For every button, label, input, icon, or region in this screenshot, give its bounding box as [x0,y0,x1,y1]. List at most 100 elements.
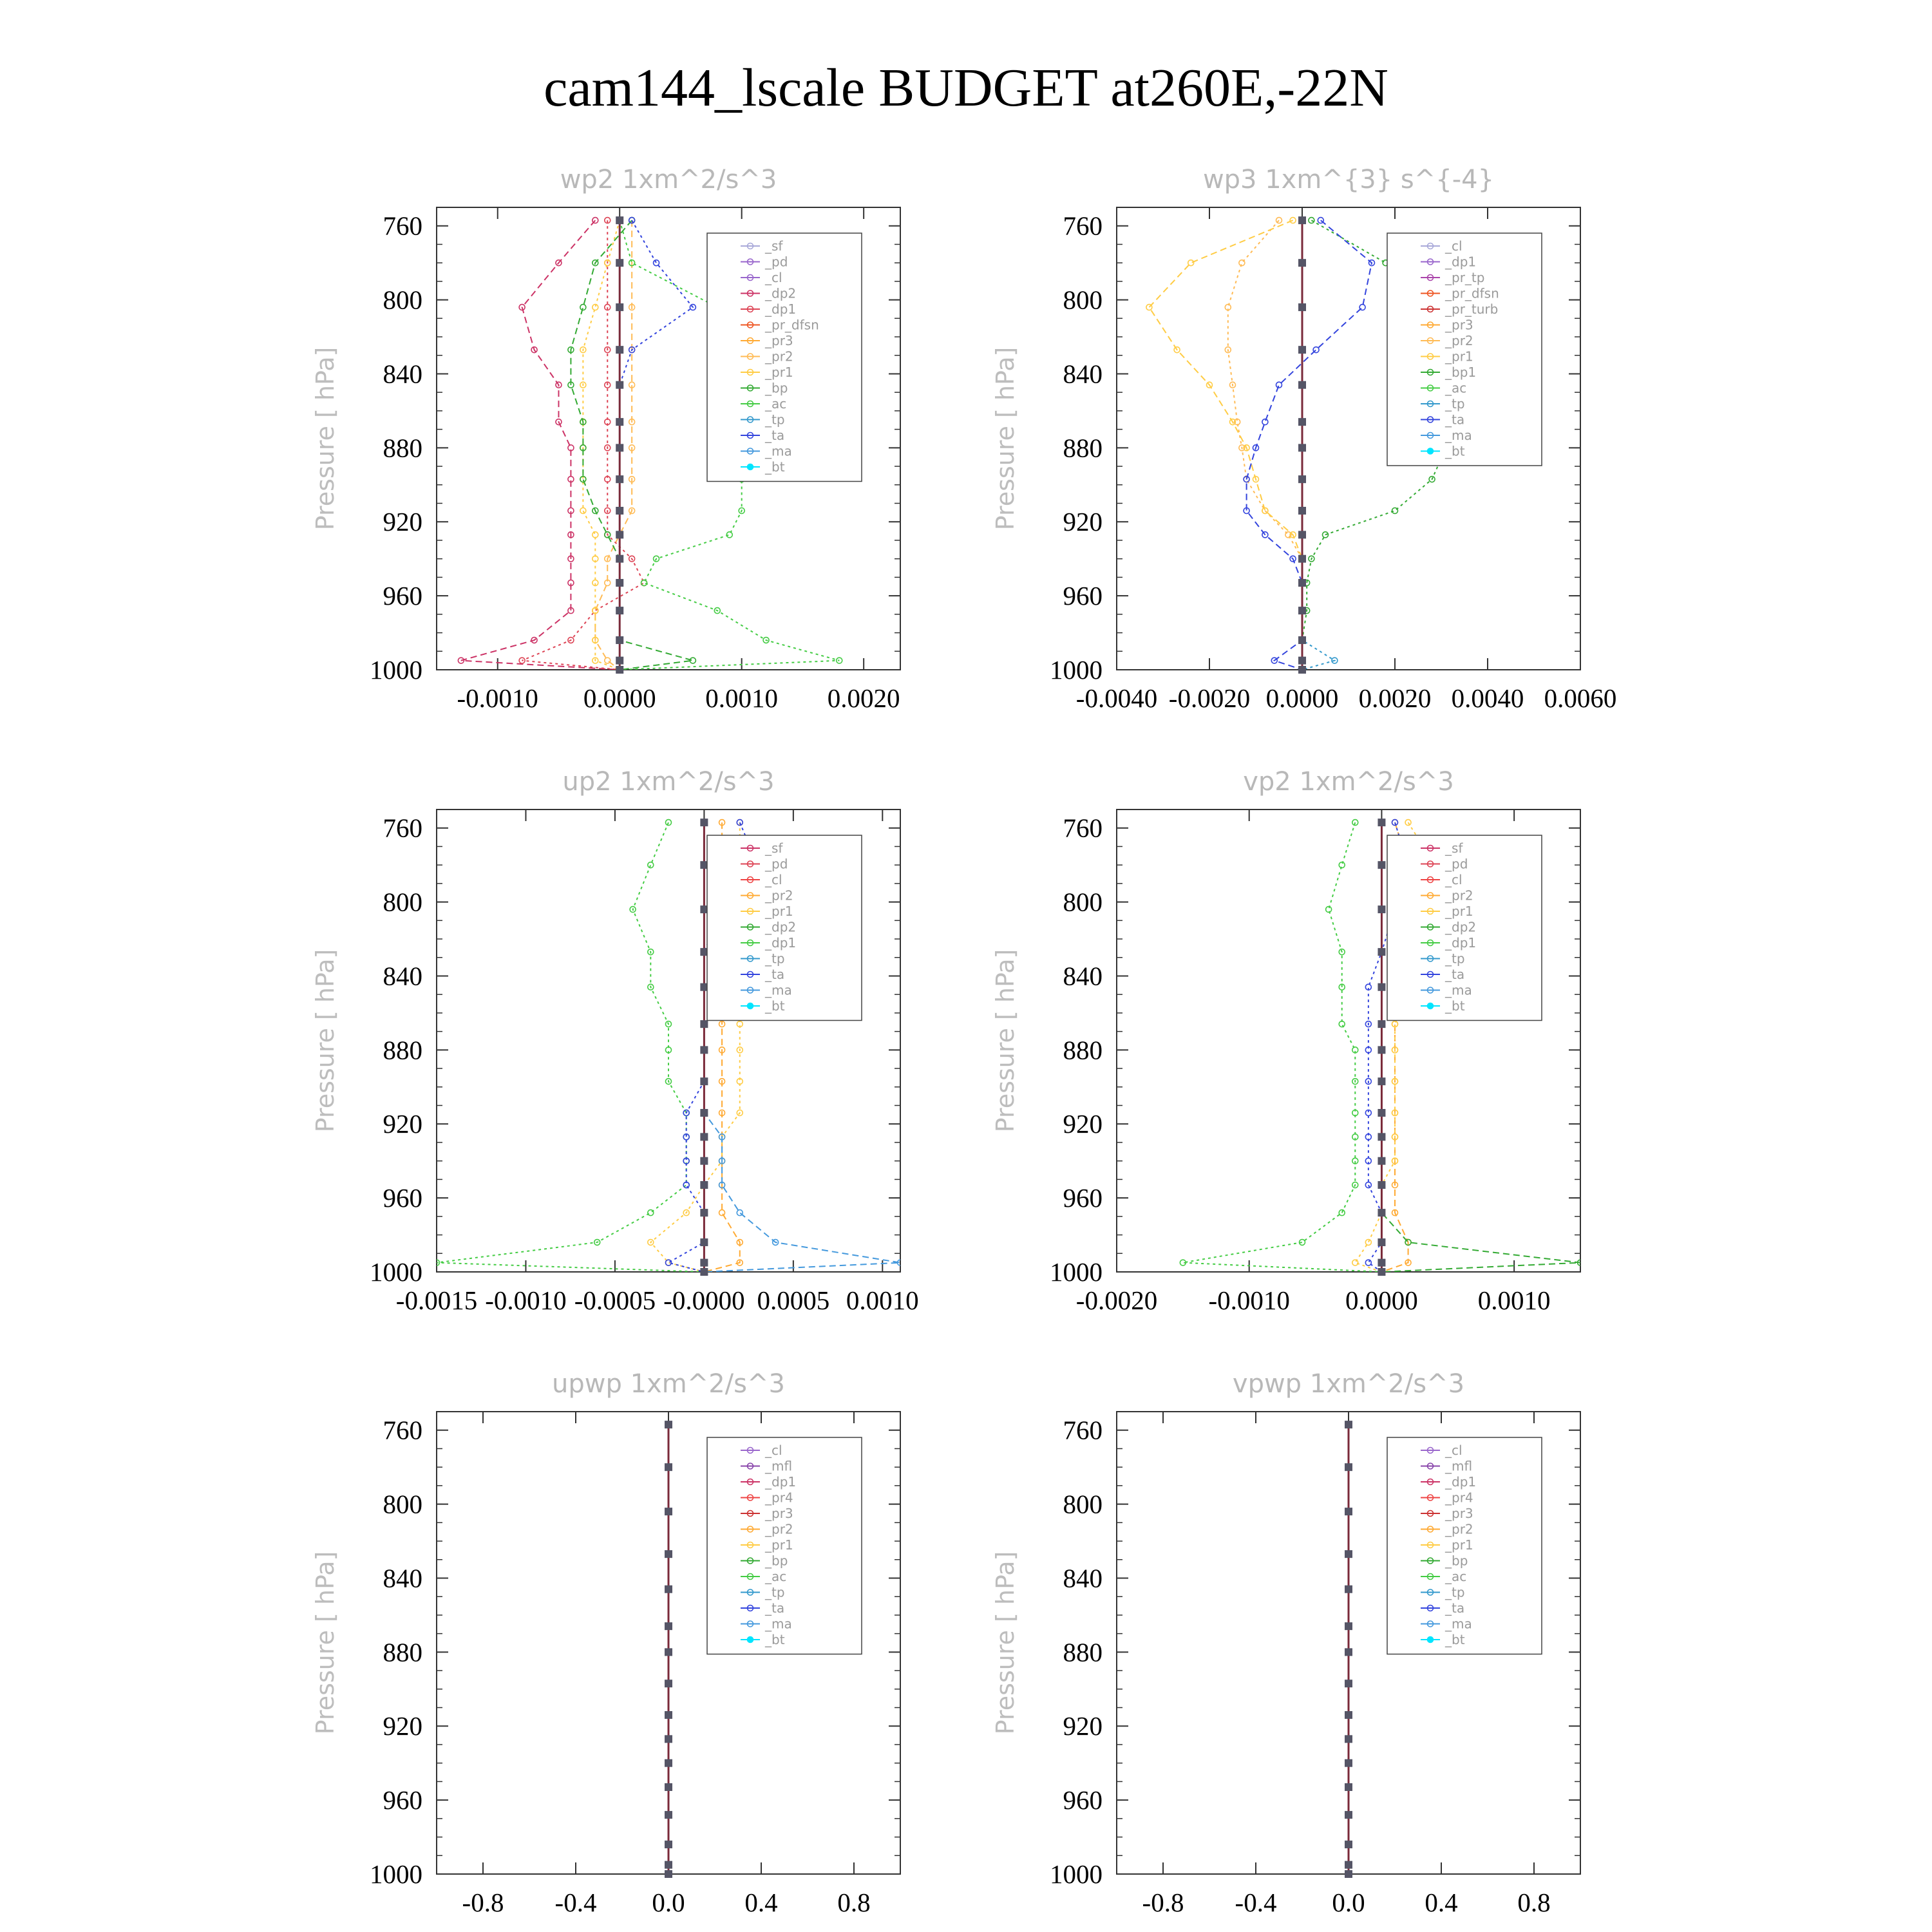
legend-label: _ta [1444,412,1464,428]
legend-marker [1426,844,1434,852]
zero-marker [1378,1238,1386,1247]
y-tick-label: 840 [1063,1563,1103,1593]
legend-box [706,835,862,1021]
legend-marker [746,368,754,376]
y-tick-label: 960 [383,1785,423,1815]
legend-marker [1426,258,1434,265]
data-point [1224,303,1232,311]
legend-label: _cl [1444,872,1463,887]
data-point [1321,531,1329,538]
y-tick-label: 960 [1063,1785,1103,1815]
data-point [1238,444,1245,451]
x-tick-label: 0.4 [744,1888,777,1917]
data-point [1271,657,1278,664]
x-tick-label: -0.0000 [663,1285,744,1315]
data-point [580,346,587,354]
y-tick-label: 1000 [1050,655,1103,685]
legend-label: _ta [1444,967,1464,982]
series-line-dp2 [460,220,620,670]
data-point [1338,1209,1346,1217]
data-point [1285,531,1292,538]
legend-label: _dp2 [764,920,796,935]
zero-marker [1298,381,1306,389]
legend-label: _pd [764,857,788,872]
legend-label: _pr1 [764,1537,793,1553]
y-tick-label: 840 [383,359,423,388]
data-point [652,259,660,267]
x-tick-label: 0.0005 [757,1285,829,1315]
zero-marker [1378,1209,1386,1217]
x-tick-label: 0.8 [837,1888,870,1917]
x-tick-label: 0.4 [1425,1888,1457,1917]
data-point [1262,507,1269,515]
data-point [665,819,672,826]
legend-label: _tp [1444,396,1465,412]
legend-label: _bt [764,998,785,1014]
data-point [1243,475,1250,483]
legend-marker [1426,274,1434,281]
panel-3: up2 1xm^2/s^3 Pressure [ hPa] 760 800 840 880… [311,767,919,1315]
data-point [1391,1109,1399,1117]
zero-marker [1378,1268,1386,1276]
legend-box [1387,835,1542,1021]
data-point [1391,1181,1399,1189]
y-tick-label: 760 [383,813,423,843]
data-point [1262,531,1269,538]
y-tick-label: 840 [383,1563,423,1593]
data-point [1289,216,1296,224]
data-point [603,381,611,389]
series-line-dp1 [522,220,645,670]
data-point [1289,531,1296,538]
x-tick-label: 0.0060 [1544,683,1617,713]
x-tick-label: 0.0000 [1266,683,1339,713]
data-point [1365,1109,1372,1117]
x-tick-label: -0.0020 [1076,1285,1157,1315]
legend-label: _pr_turb [1444,301,1498,317]
data-point [567,444,574,451]
data-point [738,507,745,515]
data-point [555,418,562,426]
data-point [580,444,587,451]
x-tick-label: 0.0020 [828,683,900,713]
zero-marker [1298,531,1306,539]
data-point [736,819,744,826]
legend-label: _pr1 [1444,349,1473,365]
data-point [647,948,654,956]
panel-4: vp2 1xm^2/s^3 Pressure [ hPa] 760 800 840 880… [991,767,1581,1315]
legend-marker [1426,860,1434,867]
zero-marker [616,656,624,665]
legend-marker [746,1620,754,1627]
data-point [1298,1238,1306,1246]
y-tick-label: 760 [1063,1416,1103,1445]
data-point [580,507,587,515]
legend-marker [746,1636,754,1643]
zero-marker [665,1508,672,1516]
data-point [1359,303,1366,311]
plot-frame [436,809,901,1273]
zero-marker [1378,1258,1386,1267]
data-point [772,1238,779,1246]
data-point [718,1209,726,1217]
zero-marker [616,381,624,389]
x-tick-label: 0.0010 [846,1285,919,1315]
legend-marker [746,923,754,931]
legend-marker [746,258,754,265]
zero-marker [1345,1508,1352,1516]
panel-title: vpwp 1xm^2/s^3 [1233,1369,1464,1399]
legend-marker [746,431,754,439]
zero-marker [700,1020,708,1028]
data-point [1331,657,1338,664]
y-tick-label: 840 [1063,359,1103,388]
zero-marker [1345,1585,1352,1593]
data-point [1365,1157,1372,1164]
data-point [603,346,611,354]
y-tick-label: 760 [383,211,423,241]
data-point [736,1238,744,1246]
zero-marker [700,1133,708,1141]
data-point [592,303,599,311]
x-tick-label: -0.8 [462,1888,504,1917]
data-point [1351,1259,1359,1266]
legend-label: _tp [764,1585,785,1600]
legend-label: _pr2 [764,888,793,904]
data-point [1338,948,1346,956]
